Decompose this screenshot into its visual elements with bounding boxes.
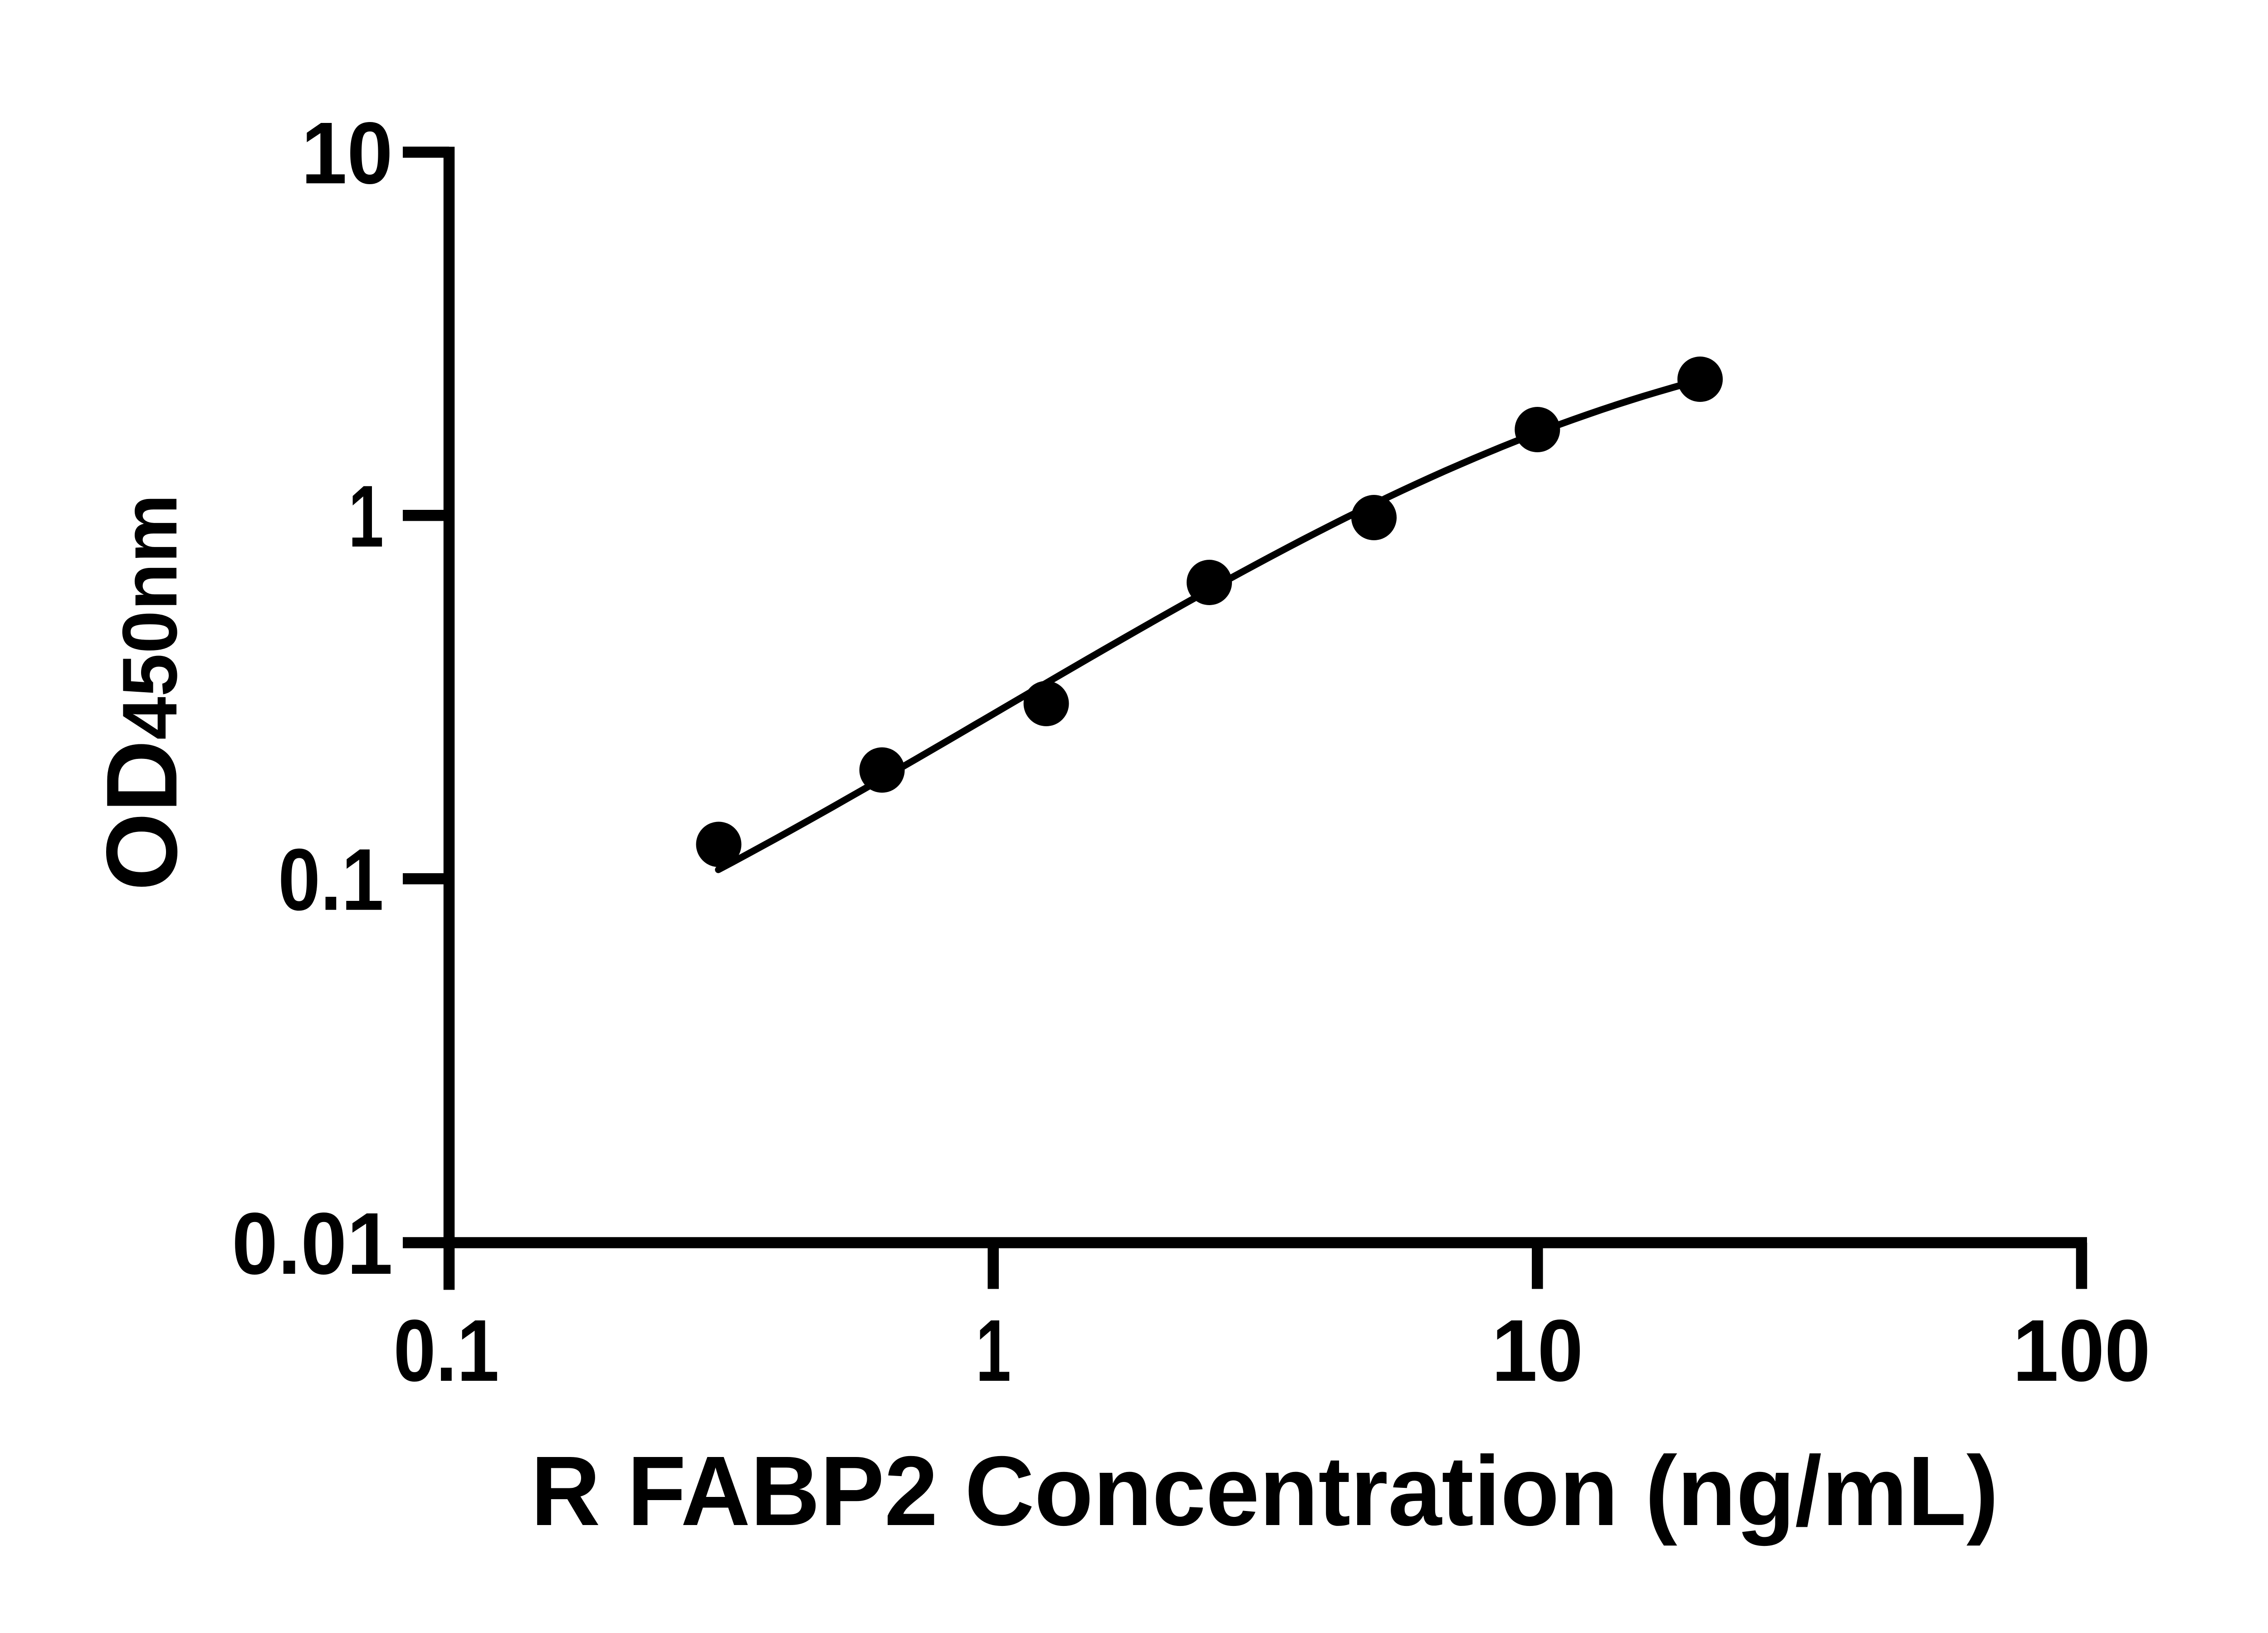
svg-text:1: 1 (976, 1302, 1011, 1400)
svg-text:0.01: 0.01 (232, 1195, 393, 1293)
svg-text:0.1: 0.1 (394, 1302, 499, 1400)
svg-text:R FABP2 Concentration (ng/mL): R FABP2 Concentration (ng/mL) (531, 1436, 1999, 1546)
svg-text:OD450nm: OD450nm (86, 494, 198, 891)
svg-text:0.1: 0.1 (278, 831, 384, 929)
svg-text:10: 10 (301, 104, 393, 202)
svg-text:1: 1 (348, 468, 384, 566)
svg-text:100: 100 (2013, 1302, 2151, 1400)
svg-text:10: 10 (1491, 1302, 1583, 1400)
